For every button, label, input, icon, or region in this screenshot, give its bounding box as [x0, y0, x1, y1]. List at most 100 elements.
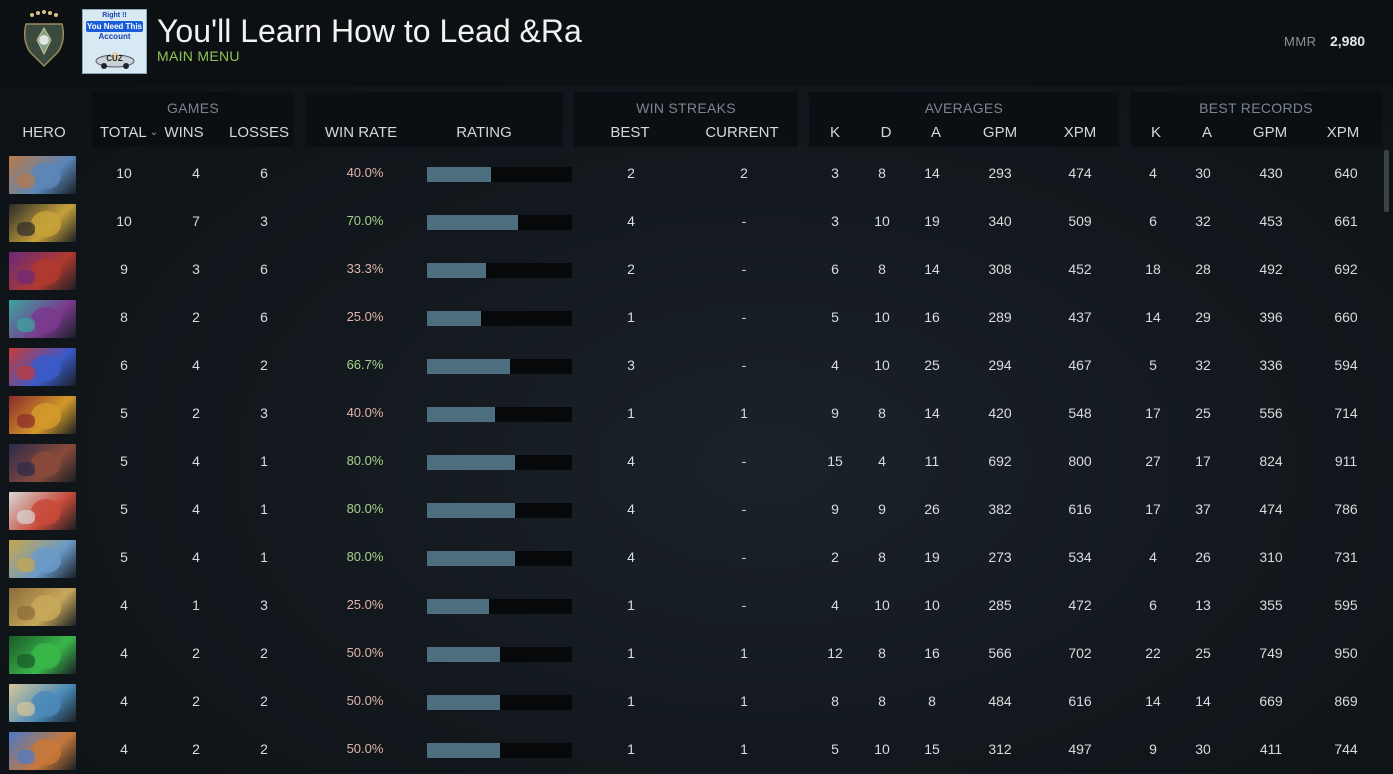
col-best-kills[interactable]: K	[1150, 124, 1161, 141]
best-assists-cell: 32	[1195, 213, 1211, 229]
hero-portrait[interactable]	[9, 492, 76, 530]
table-row[interactable]: 5 4 1 4 - 15 4 11 692 800 27 17 824 911 80.0%	[0, 438, 1380, 486]
promo-thumbnail[interactable]: Right !! You Need This Account CUZ	[82, 9, 147, 74]
avg-xpm-cell: 452	[1068, 261, 1092, 277]
col-avg-assists[interactable]: A	[930, 124, 941, 141]
losses-cell: 1	[260, 501, 268, 517]
avg-assists-cell: 16	[924, 309, 940, 325]
losses-cell: 6	[260, 309, 268, 325]
hero-portrait[interactable]	[9, 396, 76, 434]
avg-kills-cell: 4	[831, 597, 839, 613]
col-best-gpm[interactable]: GPM	[1252, 124, 1288, 141]
promo-line-1: Right !!	[102, 12, 127, 19]
streak-best-cell: 4	[627, 453, 635, 469]
table-row[interactable]: 6 4 2 3 - 4 10 25 294 467 5 32 336 594 66.7%	[0, 342, 1380, 390]
hero-portrait[interactable]	[9, 156, 76, 194]
streak-best-cell: 1	[627, 645, 635, 661]
avg-deaths-cell: 4	[878, 453, 886, 469]
hero-portrait[interactable]	[9, 636, 76, 674]
avg-kills-cell: 3	[831, 165, 839, 181]
wins-cell: 4	[192, 501, 200, 517]
best-xpm-cell: 692	[1334, 261, 1358, 277]
table-row[interactable]: 5 2 3 1 1 9 8 14 420 548 17 25 556 714 40.0%	[0, 390, 1380, 438]
avg-kills-cell: 2	[831, 549, 839, 565]
col-rating[interactable]: RATING	[456, 124, 512, 141]
hero-portrait[interactable]	[9, 684, 76, 722]
rating-bar-track	[427, 215, 572, 230]
best-kills-cell: 18	[1145, 261, 1161, 277]
col-total[interactable]: TOTAL ⌄	[94, 124, 164, 141]
losses-cell: 2	[260, 693, 268, 709]
streak-best-cell: 2	[627, 165, 635, 181]
main-menu-link[interactable]: MAIN MENU	[157, 48, 240, 64]
hero-portrait[interactable]	[9, 204, 76, 242]
scrollbar-thumb[interactable]	[1384, 150, 1389, 212]
page-title: You'll Learn How to Lead &Ra	[157, 13, 582, 49]
avg-xpm-cell: 800	[1068, 453, 1092, 469]
win-rate-cell: 50.0%	[346, 741, 384, 756]
col-hero[interactable]: HERO	[22, 124, 66, 141]
avg-xpm-cell: 548	[1068, 405, 1092, 421]
promo-line-4: CUZ	[106, 54, 123, 63]
best-gpm-cell: 824	[1259, 453, 1283, 469]
hero-portrait[interactable]	[9, 444, 76, 482]
table-row[interactable]: 4 2 2 1 1 5 10 15 312 497 9 30 411 744 50.0%	[0, 726, 1380, 774]
losses-cell: 3	[260, 597, 268, 613]
win-rate-cell: 40.0%	[346, 405, 384, 420]
avg-gpm-cell: 312	[988, 741, 1012, 757]
col-win-rate[interactable]: WIN RATE	[324, 124, 398, 141]
best-assists-cell: 17	[1195, 453, 1211, 469]
streak-current-cell: 1	[740, 645, 748, 661]
table-row[interactable]: 8 2 6 1 - 5 10 16 289 437 14 29 396 660 25.0%	[0, 294, 1380, 342]
hero-portrait[interactable]	[9, 732, 76, 770]
win-streaks-group-header	[574, 92, 798, 147]
table-row[interactable]: 4 2 2 1 1 8 8 8 484 616 14 14 669 869 50.0%	[0, 678, 1380, 726]
col-streak-best[interactable]: BEST	[610, 124, 650, 141]
hero-portrait[interactable]	[9, 540, 76, 578]
best-xpm-cell: 731	[1334, 549, 1358, 565]
streak-current-cell: -	[741, 213, 747, 229]
best-assists-cell: 25	[1195, 645, 1211, 661]
table-row[interactable]: 9 3 6 2 - 6 8 14 308 452 18 28 492 692 33.3%	[0, 246, 1380, 294]
rating-bar-track	[427, 263, 572, 278]
rating-bar-track	[427, 407, 572, 422]
hero-portrait[interactable]	[9, 588, 76, 626]
avg-xpm-cell: 474	[1068, 165, 1092, 181]
rank-medal-icon	[23, 10, 65, 68]
avg-assists-cell: 26	[924, 501, 940, 517]
streak-best-cell: 4	[627, 549, 635, 565]
col-wins[interactable]: WINS	[164, 124, 204, 141]
hero-portrait[interactable]	[9, 348, 76, 386]
streak-current-cell: 1	[740, 741, 748, 757]
table-row[interactable]: 10 7 3 4 - 3 10 19 340 509 6 32 453 661 70.0%	[0, 198, 1380, 246]
best-kills-cell: 6	[1149, 597, 1157, 613]
win-rate-cell: 25.0%	[346, 309, 384, 324]
wins-cell: 3	[192, 261, 200, 277]
streak-best-cell: 1	[627, 597, 635, 613]
table-row[interactable]: 10 4 6 2 2 3 8 14 293 474 4 30 430 640 40.0%	[0, 150, 1380, 198]
col-avg-deaths[interactable]: D	[880, 124, 892, 141]
avg-kills-cell: 9	[831, 501, 839, 517]
col-best-assists[interactable]: A	[1201, 124, 1212, 141]
table-row[interactable]: 4 1 3 1-4 10 10 285 472 6 13 355 595 25.0%	[0, 582, 1380, 630]
table-row[interactable]: 5 4 1 4 - 2 8 19 273 534 4 26 310 731 80.0%	[0, 534, 1380, 582]
hero-face-shape	[31, 307, 61, 333]
col-streak-current[interactable]: CURRENT	[705, 124, 779, 141]
col-best-xpm[interactable]: XPM	[1326, 124, 1360, 141]
hero-face-shape	[31, 355, 61, 381]
streak-current-cell: -	[741, 357, 747, 373]
hero-portrait[interactable]	[9, 252, 76, 290]
rating-bar-track	[427, 743, 572, 758]
games-group-header	[92, 92, 294, 147]
col-losses[interactable]: LOSSES	[228, 124, 290, 141]
col-avg-gpm[interactable]: GPM	[982, 124, 1018, 141]
best-gpm-cell: 556	[1259, 405, 1283, 421]
wins-cell: 2	[192, 693, 200, 709]
table-row[interactable]: 5 4 1 4 - 9 9 26 382 616 17 37 474 786 80.0%	[0, 486, 1380, 534]
table-row[interactable]: 4 2 2 1 1 12 8 16 566 702 22 25 749 950 50.0%	[0, 630, 1380, 678]
hero-portrait[interactable]	[9, 300, 76, 338]
rating-bar-track	[427, 599, 572, 614]
col-avg-xpm[interactable]: XPM	[1063, 124, 1097, 141]
avg-assists-cell: 19	[924, 213, 940, 229]
col-avg-kills[interactable]: K	[829, 124, 840, 141]
